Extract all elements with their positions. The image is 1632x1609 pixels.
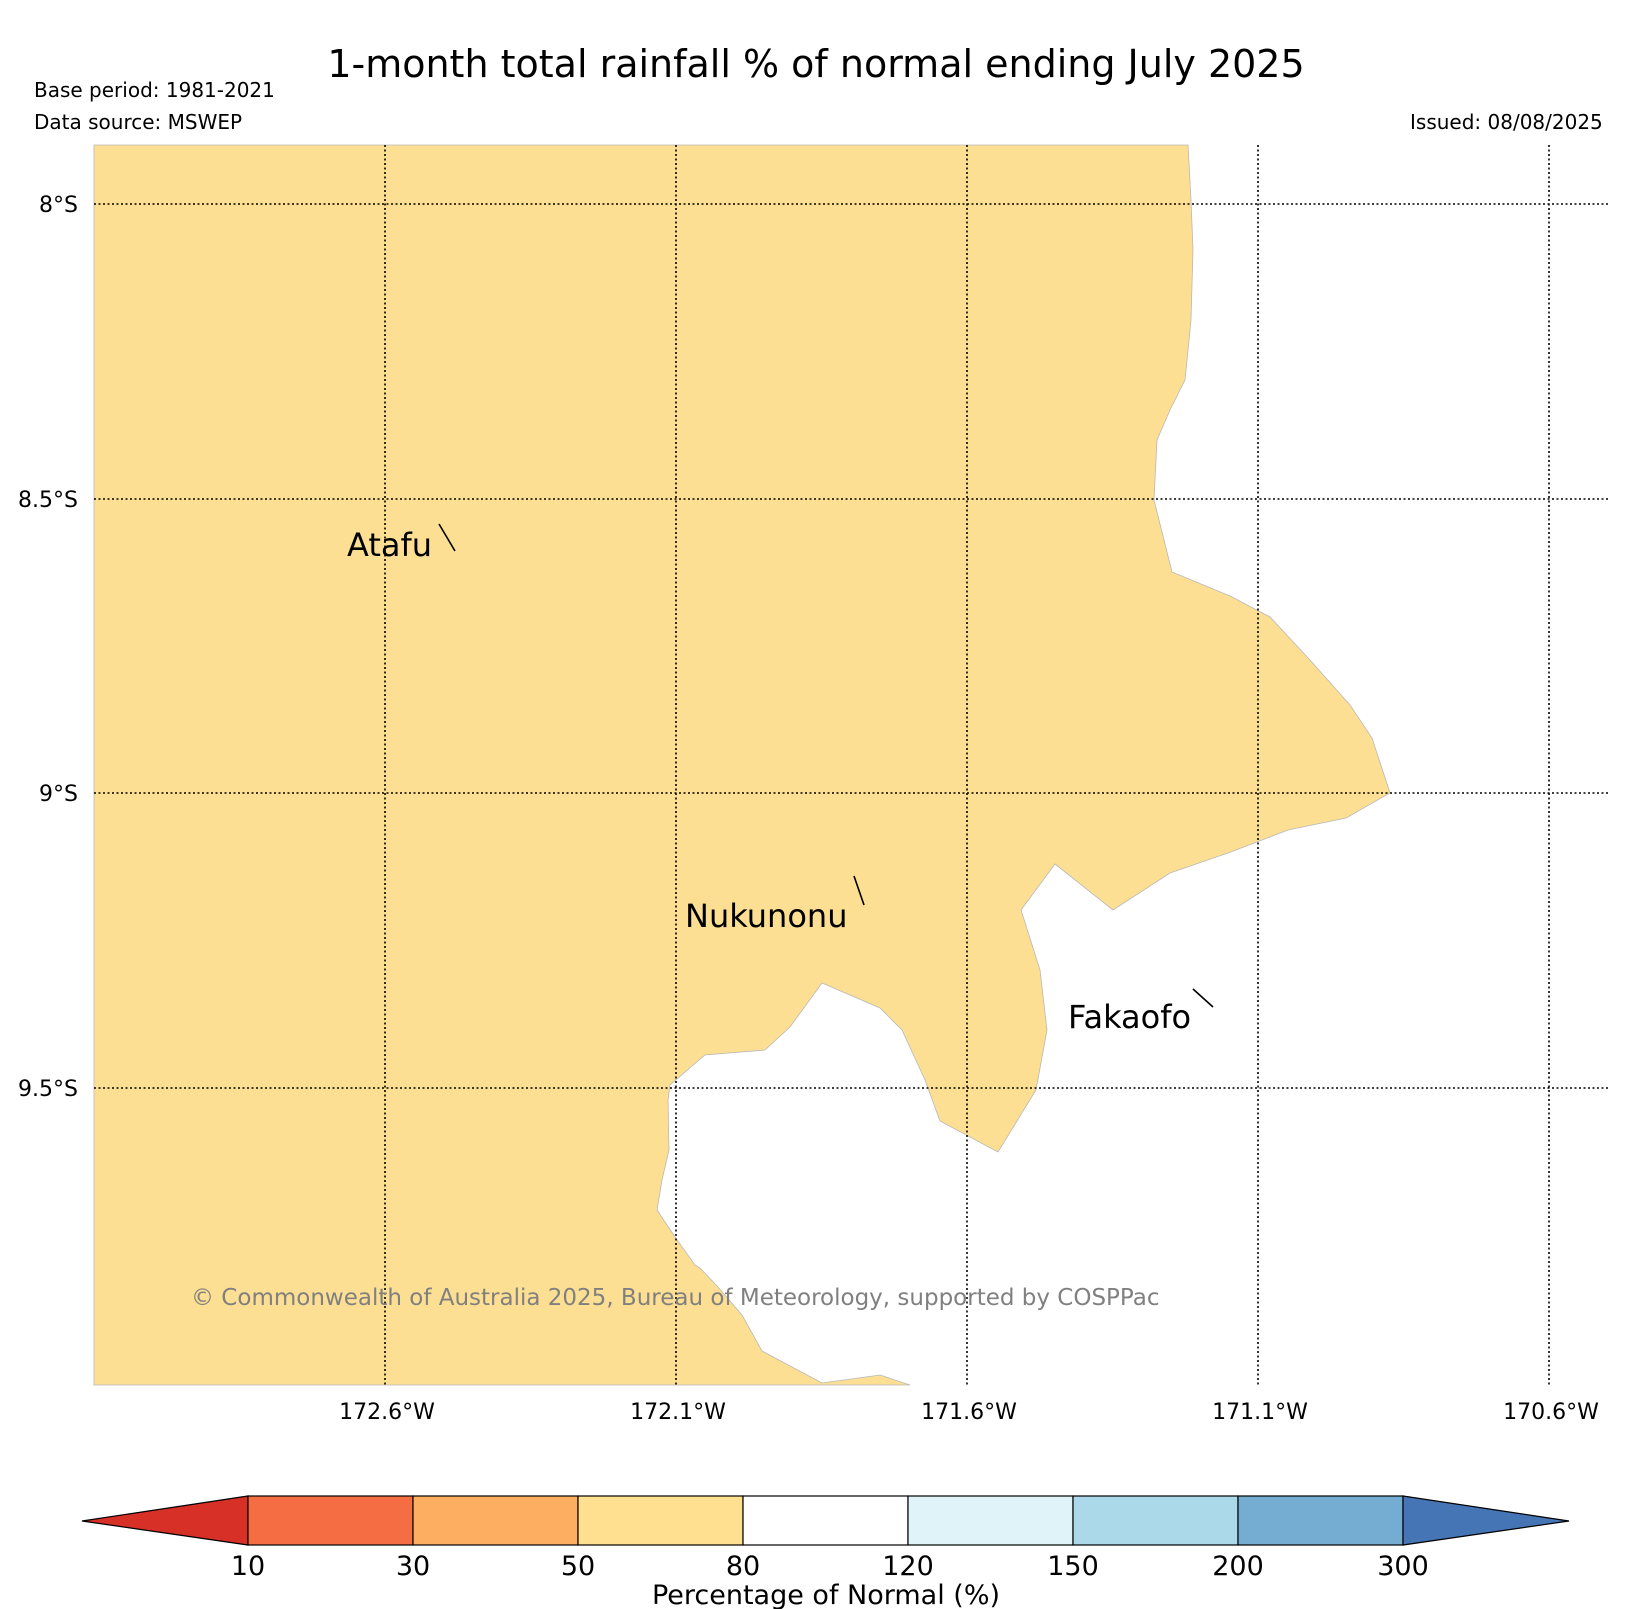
- lat-label-8: 8°S: [39, 193, 78, 218]
- place-label-fakaofo: Fakaofo: [1068, 998, 1191, 1036]
- colorbar-extend-low: [81, 1495, 249, 1546]
- lon-label-172-6: 172.6°W: [339, 1400, 435, 1425]
- nukunonu-marker: [853, 875, 865, 906]
- base-period: Base period: 1981-2021: [34, 78, 275, 102]
- lat-label-9: 9°S: [39, 782, 78, 807]
- lon-label-171-6: 171.6°W: [921, 1400, 1017, 1425]
- lat-label-8-5: 8.5°S: [18, 488, 78, 513]
- lat-label-9-5: 9.5°S: [18, 1077, 78, 1102]
- colorbar-tick-10: 10: [231, 1551, 265, 1582]
- colorbar-tick-150: 150: [1047, 1551, 1099, 1582]
- colorbar-tick-120: 120: [882, 1551, 934, 1582]
- colorbar-bin-120-150: [907, 1495, 1074, 1546]
- lon-label-170-6: 170.6°W: [1503, 1400, 1599, 1425]
- copyright-notice: © Commonwealth of Australia 2025, Bureau…: [191, 1285, 1160, 1311]
- lon-label-172-1: 172.1°W: [630, 1400, 726, 1425]
- colorbar-ticks: 10 30 50 80 120 150 200 300: [231, 1551, 1429, 1582]
- colorbar: [81, 1495, 1570, 1546]
- graticule: [94, 145, 1608, 1385]
- place-atafu: Atafu: [347, 523, 456, 564]
- fakaofo-marker: [1192, 988, 1214, 1008]
- atafu-marker: [438, 523, 456, 552]
- colorbar-tick-300: 300: [1377, 1551, 1429, 1582]
- colorbar-title: Percentage of Normal (%): [652, 1580, 1000, 1609]
- colorbar-bin-80-120: [742, 1495, 909, 1546]
- colorbar-tick-50: 50: [561, 1551, 595, 1582]
- colorbar-tick-80: 80: [726, 1551, 760, 1582]
- map-panel: [93, 144, 1608, 1386]
- place-fakaofo: Fakaofo: [1068, 988, 1214, 1036]
- issued-date: Issued: 08/08/2025: [1410, 110, 1603, 134]
- colorbar-bin-50-80: [577, 1495, 744, 1546]
- colorbar-bin-200-300: [1237, 1495, 1404, 1546]
- place-nukunonu: Nukunonu: [685, 875, 865, 935]
- data-source: Data source: MSWEP: [34, 110, 243, 134]
- place-label-atafu: Atafu: [347, 526, 432, 564]
- rainfall-region-50-80: [93, 144, 1391, 1386]
- colorbar-tick-200: 200: [1212, 1551, 1264, 1582]
- colorbar-extend-high: [1402, 1495, 1570, 1546]
- place-label-nukunonu: Nukunonu: [685, 897, 847, 935]
- lon-label-171-1: 171.1°W: [1212, 1400, 1308, 1425]
- colorbar-bin-150-200: [1072, 1495, 1239, 1546]
- colorbar-tick-30: 30: [396, 1551, 430, 1582]
- colorbar-bin-10-30: [247, 1495, 414, 1546]
- colorbar-bin-30-50: [412, 1495, 579, 1546]
- chart-title: 1-month total rainfall % of normal endin…: [327, 42, 1305, 86]
